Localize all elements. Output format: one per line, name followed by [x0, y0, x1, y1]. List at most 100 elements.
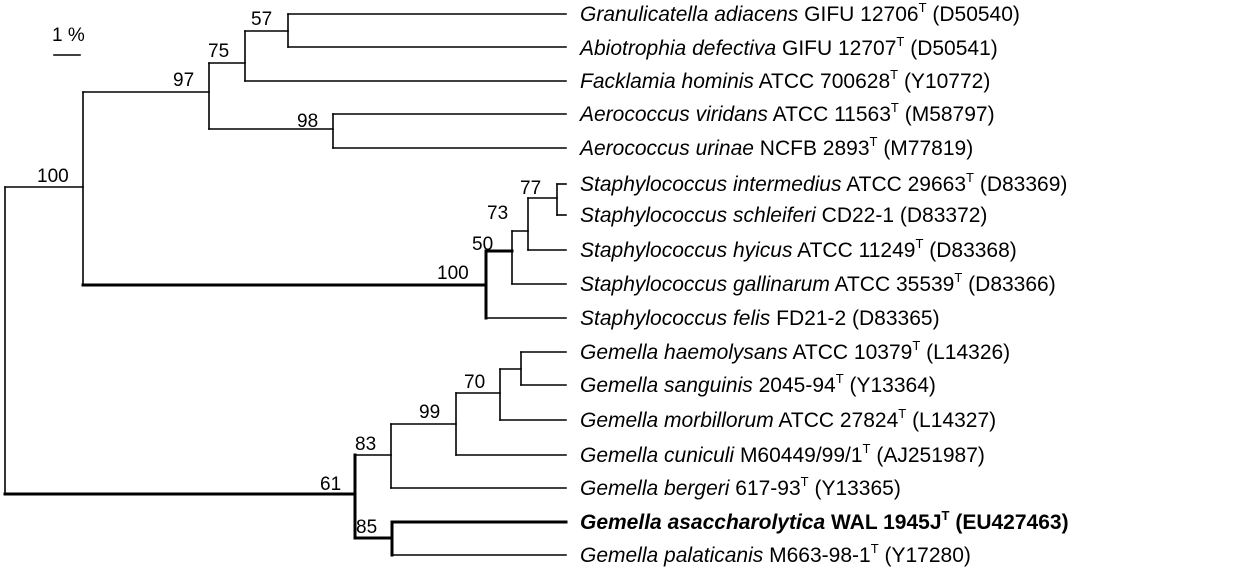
- taxon-species: viridans: [696, 103, 769, 126]
- strain: CD22-1: [822, 204, 894, 227]
- accession: (D83372): [900, 204, 988, 227]
- bootstrap-value: 75: [208, 41, 229, 62]
- bootstrap-value: 57: [251, 9, 272, 30]
- taxon-label: Staphylococcus gallinarum ATCC 35539T (D…: [580, 270, 1056, 296]
- taxon-species: sanguinis: [664, 374, 753, 397]
- taxon-name: Gemella: [580, 374, 658, 397]
- bootstrap-value: 85: [356, 517, 377, 538]
- taxon-label: Gemella haemolysans ATCC 10379T (L14326): [580, 338, 1010, 364]
- type-strain-marker: T: [801, 474, 809, 489]
- taxon-name: Staphylococcus: [580, 204, 728, 227]
- taxon-label: Staphylococcus hyicus ATCC 11249T (D8336…: [580, 236, 1017, 262]
- taxon-species: morbillorum: [664, 409, 774, 432]
- bootstrap-value: 83: [355, 434, 376, 455]
- accession: (Y17280): [884, 544, 970, 567]
- taxon-name: Gemella: [580, 511, 662, 534]
- accession: (Y10772): [904, 70, 990, 93]
- type-strain-marker: T: [966, 170, 974, 185]
- strain: ATCC 700628: [759, 70, 891, 93]
- taxon-name: Aerococcus: [578, 103, 690, 126]
- accession: (Y13365): [814, 477, 900, 500]
- taxon-label: Staphylococcus schleiferi CD22-1 (D83372…: [580, 204, 987, 227]
- taxon-species: palaticanis: [663, 544, 764, 567]
- taxon-label: Gemella morbillorum ATCC 27824T (L14327): [580, 406, 996, 432]
- type-strain-marker: T: [896, 34, 904, 49]
- type-strain-marker: T: [870, 134, 878, 149]
- bootstrap-value: 100: [37, 166, 69, 187]
- taxon-name: Staphylococcus: [580, 307, 728, 330]
- strain: M663-98-1: [769, 544, 871, 567]
- accession: (Y13364): [850, 374, 936, 397]
- taxon-species: cuniculi: [664, 444, 735, 467]
- accession: (L14326): [926, 341, 1010, 364]
- accession: (D83365): [852, 307, 940, 330]
- accession: (M58797): [905, 103, 995, 126]
- taxon-label: Gemella sanguinis 2045-94T (Y13364): [580, 371, 936, 397]
- bootstrap-value: 70: [464, 372, 485, 393]
- taxon-label: Gemella bergeri 617-93T (Y13365): [580, 474, 901, 500]
- taxon-species: gallinarum: [733, 273, 830, 296]
- strain: M60449/99/1: [740, 444, 863, 467]
- taxon-name: Granulicatella: [580, 3, 708, 26]
- taxon-species: felis: [733, 307, 771, 330]
- taxon-name: Staphylococcus: [580, 273, 728, 296]
- taxon-name: Gemella: [580, 444, 658, 467]
- taxon-name: Gemella: [580, 341, 658, 364]
- strain: ATCC 35539: [835, 273, 955, 296]
- taxon-name: Staphylococcus: [580, 173, 728, 196]
- type-strain-marker: T: [942, 508, 950, 523]
- taxon-species: intermedius: [733, 173, 842, 196]
- type-strain-marker: T: [871, 541, 879, 556]
- taxon-label: Granulicatella adiacens GIFU 12706T (D50…: [580, 0, 1020, 26]
- taxon-name: Facklamia: [580, 70, 676, 93]
- strain: GIFU 12706: [804, 3, 918, 26]
- type-strain-marker: T: [954, 270, 962, 285]
- taxon-species: bergeri: [664, 477, 731, 500]
- taxon-name: Staphylococcus: [580, 239, 728, 262]
- strain: 2045-94: [759, 374, 836, 397]
- taxon-name: Gemella: [580, 409, 658, 432]
- strain: ATCC 29663: [846, 173, 966, 196]
- type-strain-marker: T: [836, 371, 844, 386]
- taxon-species: hominis: [682, 70, 755, 93]
- strain: FD21-2: [776, 307, 846, 330]
- scale-bar-label: 1 %: [52, 25, 85, 46]
- type-strain-marker: T: [919, 0, 927, 15]
- strain: 617-93: [735, 477, 800, 500]
- accession: (D83368): [929, 239, 1017, 262]
- taxon-label: Abiotrophia defectiva GIFU 12707T (D5054…: [578, 34, 998, 60]
- strain: ATCC 27824: [778, 409, 898, 432]
- taxon-species: hyicus: [733, 239, 793, 262]
- bootstrap-value: 73: [487, 203, 508, 224]
- bootstrap-value: 99: [419, 402, 440, 423]
- taxon-label: Gemella palaticanis M663-98-1T (Y17280): [580, 541, 971, 567]
- accession: (D50541): [910, 37, 998, 60]
- type-strain-marker: T: [898, 406, 906, 421]
- type-strain-marker: T: [890, 67, 898, 82]
- strain: NCFB 2893: [760, 137, 870, 160]
- taxon-species: urinae: [696, 137, 754, 160]
- taxon-label: Gemella cuniculi M60449/99/1T (AJ251987): [580, 441, 985, 467]
- bootstrap-value: 100: [437, 263, 469, 284]
- taxon-label: Staphylococcus felis FD21-2 (D83365): [580, 307, 940, 330]
- taxon-species: adiacens: [714, 3, 799, 26]
- bootstrap-value: 97: [173, 70, 194, 91]
- taxon-label: Facklamia hominis ATCC 700628T (Y10772): [580, 67, 990, 93]
- accession: (AJ251987): [876, 444, 985, 467]
- bootstrap-value: 50: [472, 234, 493, 255]
- accession: (D50540): [932, 3, 1020, 26]
- taxon-label: Staphylococcus intermedius ATCC 29663T (…: [580, 170, 1067, 196]
- taxon-name: Gemella: [580, 477, 658, 500]
- accession: (L14327): [912, 409, 996, 432]
- taxon-species: schleiferi: [733, 204, 817, 227]
- type-strain-marker: T: [912, 338, 920, 353]
- type-strain-marker: T: [863, 441, 871, 456]
- strain: ATCC 11249: [797, 239, 915, 262]
- taxon-species: asaccharolytica: [668, 511, 826, 534]
- bootstrap-value: 61: [320, 474, 341, 495]
- taxon-name: Aerococcus: [578, 137, 690, 160]
- accession: (D83369): [980, 173, 1068, 196]
- taxon-label-highlighted: Gemella asaccharolytica WAL 1945JT (EU42…: [580, 508, 1069, 534]
- taxon-species: defectiva: [692, 37, 776, 60]
